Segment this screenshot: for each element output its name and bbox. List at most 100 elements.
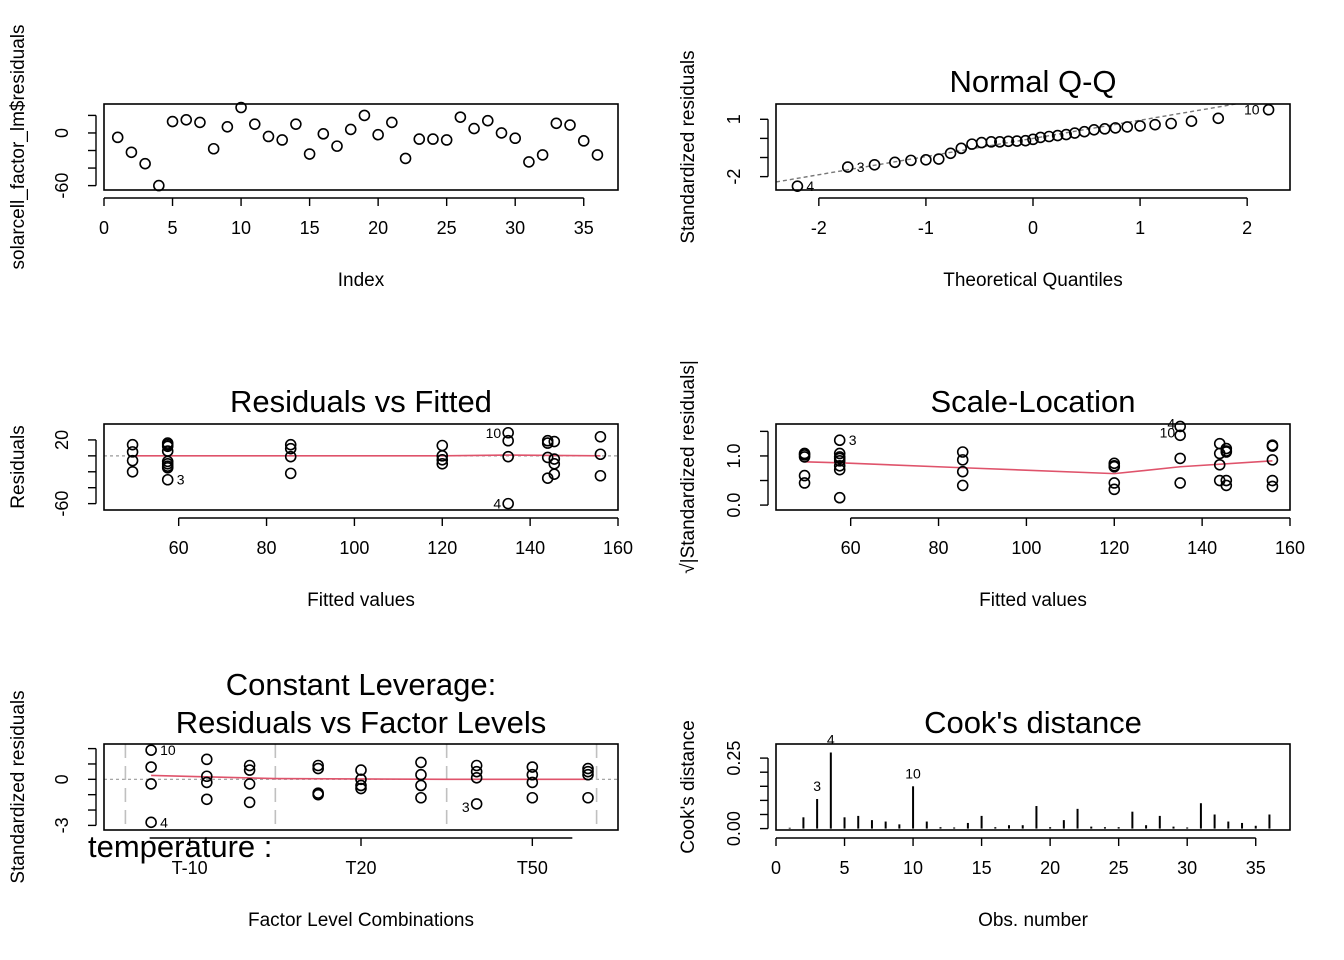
data-point <box>956 446 969 458</box>
data-point <box>436 458 449 470</box>
factor-name-label: temperature : <box>88 829 272 864</box>
data-point <box>1078 125 1091 138</box>
panel-residuals-vs-fitted: Residuals vs Fitted 60 80 100 120 140 160 -60 20… <box>8 384 633 611</box>
data-point <box>956 479 969 492</box>
data-point <box>944 147 957 160</box>
data-point <box>1088 124 1100 136</box>
data-point <box>201 776 213 789</box>
x-tick-label: T-10 <box>172 858 208 878</box>
data-point <box>833 459 846 472</box>
data-point <box>1002 135 1015 148</box>
data-point <box>312 788 324 801</box>
x-tick-label: 160 <box>603 538 633 558</box>
point-label: 4 <box>827 731 835 747</box>
x-tick-label: 0 <box>99 218 109 238</box>
data-point <box>111 131 124 144</box>
x-axis-label: Fitted values <box>979 590 1087 611</box>
data-point <box>1220 474 1233 487</box>
x-tick-label: 140 <box>515 538 545 558</box>
data-point <box>1220 442 1233 455</box>
x-tick-label: 30 <box>1177 858 1197 878</box>
data-point <box>582 768 594 781</box>
point-label: 10 <box>1160 424 1176 440</box>
point-label: 4 <box>160 814 168 830</box>
point-label: 4 <box>806 178 814 194</box>
panel-scale-location: Scale-Location 60 80 100 120 140 160 0.0 1.0 Fitt… <box>678 360 1305 611</box>
data-point <box>591 149 604 161</box>
data-point <box>1027 133 1039 146</box>
data-point <box>312 762 324 775</box>
data-point <box>312 759 324 772</box>
data-point <box>161 473 174 486</box>
y-tick-label: 0.0 <box>724 493 744 518</box>
x-tick-label: 35 <box>1246 858 1266 878</box>
data-point <box>841 161 854 173</box>
data-point <box>1121 121 1134 133</box>
data-point <box>833 491 846 504</box>
data-point <box>470 771 483 784</box>
data-point <box>454 111 467 123</box>
data-point <box>427 133 439 145</box>
x-tick-label: 30 <box>505 218 525 238</box>
data-point <box>145 761 157 773</box>
data-point <box>1149 118 1161 131</box>
data-point <box>221 121 234 133</box>
data-point <box>582 791 594 804</box>
point-label: 3 <box>177 472 185 488</box>
y-axis-label: √|Standardized residuals| <box>678 360 699 574</box>
x-axis-label: Obs. number <box>978 910 1088 931</box>
data-point <box>145 778 157 790</box>
chart-title-line: Residuals vs Factor Levels <box>176 705 546 740</box>
data-point <box>276 134 288 146</box>
data-point <box>495 127 508 139</box>
x-tick-label: 120 <box>1099 538 1129 558</box>
data-point <box>372 128 384 141</box>
y-tick-label: 0 <box>52 128 72 138</box>
data-point <box>317 128 330 140</box>
data-point <box>833 451 846 463</box>
point-label: 10 <box>905 765 921 781</box>
x-tick-label: 10 <box>903 858 923 878</box>
data-point <box>1108 477 1121 489</box>
data-point <box>161 438 174 451</box>
data-point <box>985 136 998 148</box>
data-point <box>126 465 139 478</box>
data-point <box>868 158 881 171</box>
x-tick-label: 100 <box>1011 538 1041 558</box>
data-point <box>577 135 590 147</box>
data-point <box>243 764 256 776</box>
plot-frame <box>103 103 619 191</box>
data-point <box>1060 128 1072 141</box>
panel-normal-qq: Normal Q-Q -2 -1 0 1 2 -2 1 Theoretical Quantile… <box>678 50 1291 291</box>
data-point <box>1213 447 1226 460</box>
data-point <box>470 798 483 810</box>
data-point <box>355 779 367 792</box>
point-label: 10 <box>1244 102 1260 118</box>
data-point <box>1266 440 1279 452</box>
data-point <box>1212 112 1225 125</box>
data-point <box>284 442 297 455</box>
x-tick-label: 20 <box>1040 858 1060 878</box>
data-point <box>975 136 988 149</box>
plot-frame <box>775 423 1291 511</box>
y-tick-label: 1 <box>724 114 744 124</box>
panel-residuals-vs-factor-levels: Constant Leverage:Residuals vs Factor Le… <box>8 667 619 931</box>
smoother-line <box>132 454 601 457</box>
data-point <box>1266 454 1279 466</box>
data-point <box>526 776 539 789</box>
data-point <box>956 465 969 478</box>
data-point <box>966 138 978 150</box>
data-point <box>126 454 139 467</box>
data-point <box>194 116 206 129</box>
y-tick-label: -60 <box>52 173 72 199</box>
data-point <box>1108 459 1121 472</box>
data-point <box>1051 129 1064 142</box>
data-point <box>284 450 297 463</box>
data-point <box>126 438 139 451</box>
data-point <box>526 768 539 781</box>
data-point <box>1262 103 1275 116</box>
data-point <box>905 154 917 167</box>
y-tick-label: -60 <box>52 491 72 517</box>
data-point <box>502 434 514 447</box>
y-tick-label: -2 <box>724 169 744 185</box>
